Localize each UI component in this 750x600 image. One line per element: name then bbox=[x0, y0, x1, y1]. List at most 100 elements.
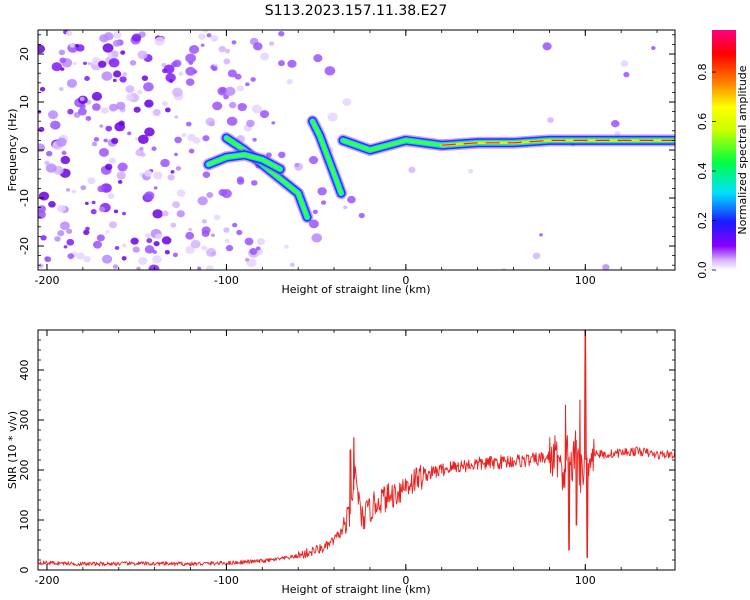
heatmap-speckle bbox=[153, 186, 158, 190]
heatmap-speckle bbox=[127, 131, 132, 136]
heatmap-speckle bbox=[122, 72, 127, 77]
heatmap-speckle bbox=[228, 101, 237, 109]
heatmap-speckle bbox=[153, 171, 163, 180]
heatmap-speckle bbox=[321, 200, 327, 205]
heatmap-speckle bbox=[189, 44, 200, 54]
heatmap-speckle bbox=[542, 42, 552, 51]
heatmap-speckle bbox=[311, 233, 323, 243]
heatmap-speckle bbox=[171, 61, 178, 68]
heatmap-speckle bbox=[151, 146, 157, 151]
heatmap-speckle bbox=[164, 107, 171, 113]
heatmap-speckle bbox=[108, 58, 120, 68]
heatmap-speckle bbox=[87, 61, 92, 66]
heatmap-speckle bbox=[223, 227, 230, 233]
heatmap-speckle bbox=[277, 60, 285, 67]
heatmap-speckle bbox=[223, 58, 231, 65]
heatmap-speckle bbox=[38, 126, 45, 132]
heatmap-speckle bbox=[259, 110, 270, 119]
heatmap-speckle bbox=[205, 117, 216, 126]
heatmap-speckle bbox=[231, 40, 237, 45]
heatmap-speckle bbox=[61, 150, 67, 155]
y-tick-label: -10 bbox=[18, 189, 31, 207]
y-tick-label: 400 bbox=[18, 360, 31, 381]
heatmap-speckle bbox=[125, 85, 135, 94]
heatmap-speckle bbox=[108, 103, 118, 112]
heatmap-speckle bbox=[146, 238, 153, 244]
x-tick-label: 0 bbox=[402, 574, 409, 587]
heatmap-speckle bbox=[54, 236, 61, 242]
colorbar-ticks: 0.0 0.2 0.4 0.6 0.8 bbox=[696, 63, 716, 279]
heatmap-speckle bbox=[139, 146, 144, 151]
heatmap-speckle bbox=[327, 112, 338, 122]
heatmap-speckle bbox=[66, 78, 78, 88]
heatmap-speckle bbox=[66, 188, 70, 192]
heatmap-speckle bbox=[44, 256, 50, 261]
heatmap-speckle bbox=[57, 230, 65, 237]
heatmap-speckle bbox=[205, 265, 214, 270]
heatmap-speckle bbox=[294, 162, 300, 168]
heatmap-speckle bbox=[221, 189, 232, 199]
heatmap-speckle bbox=[148, 264, 160, 270]
heatmap-speckle bbox=[286, 78, 293, 85]
heatmap-speckle bbox=[161, 100, 168, 107]
snr-y-label: SNR (10 * v/v) bbox=[6, 411, 19, 489]
heatmap-speckle bbox=[59, 221, 70, 230]
heatmap-speckle bbox=[112, 40, 121, 47]
heatmap-speckle bbox=[113, 31, 122, 39]
figure-title: S113.2023.157.11.38.E27 bbox=[265, 3, 448, 19]
heatmap-speckle bbox=[185, 53, 197, 63]
colorbar-label: Normalized spectral amplitude bbox=[736, 65, 749, 234]
heatmap-speckle bbox=[161, 62, 167, 68]
heatmap-speckle bbox=[201, 245, 208, 251]
heatmap-speckle bbox=[602, 264, 610, 270]
heatmap-speckle bbox=[71, 189, 77, 194]
heatmap-speckle bbox=[85, 226, 90, 231]
spectrogram-x-label: Height of straight line (km) bbox=[281, 283, 430, 296]
heatmap-speckle bbox=[178, 71, 184, 76]
heatmap-speckle bbox=[145, 233, 151, 239]
heatmap-speckle bbox=[246, 119, 255, 128]
snr-y-ticks: 0 100 200 300 400 bbox=[18, 329, 675, 574]
heatmap-speckle bbox=[206, 248, 217, 257]
heatmap-speckle bbox=[111, 50, 119, 58]
heatmap-speckle bbox=[206, 192, 214, 198]
heatmap-speckle bbox=[163, 64, 175, 74]
heatmap-speckle bbox=[39, 86, 46, 92]
heatmap-speckle bbox=[91, 141, 98, 147]
y-tick-label: 300 bbox=[18, 410, 31, 431]
heatmap-speckle bbox=[48, 110, 59, 119]
heatmap-speckle bbox=[137, 134, 149, 144]
heatmap-speckle bbox=[144, 191, 155, 201]
heatmap-speckle bbox=[138, 256, 148, 265]
heatmap-speckle bbox=[96, 234, 105, 242]
heatmap-speckle bbox=[342, 98, 352, 106]
heatmap-speckle bbox=[85, 115, 92, 122]
x-tick-label: -200 bbox=[34, 574, 59, 587]
heatmap-speckle bbox=[130, 237, 139, 245]
colorbar: 0.0 0.2 0.4 0.6 0.8 Normalized spectral ampl… bbox=[696, 30, 749, 279]
heatmap-speckle bbox=[611, 120, 620, 128]
heatmap-speckle bbox=[174, 136, 182, 144]
heatmap-speckle bbox=[317, 187, 327, 196]
heatmap-speckle bbox=[210, 35, 219, 42]
heatmap-speckle bbox=[92, 240, 102, 249]
heatmap-speckle bbox=[308, 219, 319, 229]
heatmap-speckle bbox=[57, 204, 66, 213]
heatmap-speckle bbox=[347, 195, 356, 204]
heatmap-speckle bbox=[60, 67, 65, 71]
heatmap-speckle bbox=[143, 82, 154, 92]
heatmap-speckle bbox=[223, 94, 229, 100]
heatmap-speckle bbox=[48, 200, 56, 208]
heatmap-speckle bbox=[90, 209, 97, 215]
heatmap-speckle bbox=[312, 209, 318, 215]
heatmap-speckle bbox=[408, 166, 416, 174]
heatmap-speckle bbox=[108, 221, 117, 229]
colorbar-tick-label: 0.2 bbox=[696, 212, 709, 230]
heatmap-speckle bbox=[358, 212, 365, 219]
heatmap-speckle bbox=[65, 30, 73, 37]
heatmap-speckle bbox=[188, 148, 195, 154]
heatmap-speckle bbox=[144, 169, 153, 177]
heatmap-speckle bbox=[212, 101, 223, 111]
